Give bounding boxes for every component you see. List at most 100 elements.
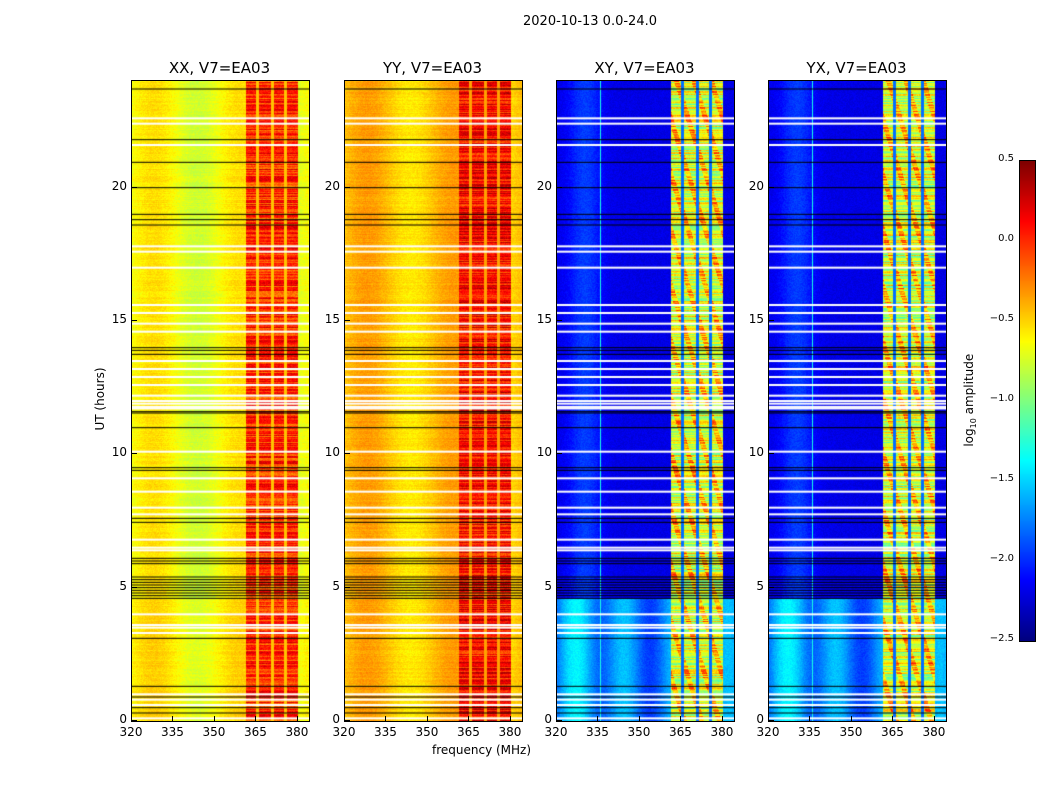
colorbar-tick-label: −1.5 — [989, 473, 1014, 484]
x-tick-label: 380 — [285, 725, 309, 739]
x-tick-mark — [680, 716, 682, 721]
x-tick-label: 350 — [202, 725, 226, 739]
y-tick-mark — [132, 320, 137, 321]
y-axis-label: UT (hours) — [93, 367, 107, 431]
x-tick-mark — [344, 716, 345, 721]
y-tick-label: 20 — [111, 178, 127, 193]
y-tick-mark — [132, 586, 137, 588]
y-tick-mark — [557, 320, 562, 321]
y-tick-label: 15 — [748, 312, 764, 326]
y-tick-mark — [345, 586, 350, 588]
y-tick-mark — [557, 453, 562, 455]
x-tick-label: 320 — [332, 725, 356, 739]
colorbar-tick-label: −1.0 — [989, 393, 1014, 404]
x-tick-label: 335 — [161, 725, 184, 739]
y-tick-label: 0 — [756, 712, 764, 726]
colorbar — [1019, 160, 1036, 642]
x-tick-label: 380 — [922, 725, 946, 739]
heatmap-yy — [344, 80, 523, 722]
y-tick-mark — [557, 186, 562, 188]
x-tick-mark — [768, 716, 769, 721]
colorbar-tick-label: −2.0 — [989, 553, 1014, 564]
colorbar-tick-label: −2.5 — [989, 633, 1014, 644]
y-tick-label: 10 — [111, 445, 127, 460]
y-tick-label: 10 — [536, 445, 552, 460]
x-tick-label: 350 — [415, 725, 439, 739]
y-tick-label: 15 — [111, 312, 127, 326]
panel-title: XY, V7=EA03 — [594, 59, 695, 77]
colorbar-tick-label: 0.0 — [998, 233, 1014, 244]
x-tick-label: 320 — [119, 725, 143, 739]
x-tick-label: 380 — [710, 725, 734, 739]
panel-title: YY, V7=EA03 — [382, 59, 483, 77]
colorbar-tick-label: −0.5 — [989, 313, 1014, 324]
x-tick-label: 335 — [586, 725, 609, 739]
colorbar-label: log10 amplitude — [961, 353, 979, 447]
x-tick-label: 320 — [544, 725, 568, 739]
x-tick-mark — [556, 716, 557, 721]
y-tick-label: 10 — [748, 445, 764, 460]
x-tick-label: 365 — [457, 725, 480, 739]
y-tick-mark — [132, 720, 137, 721]
x-tick-label: 320 — [756, 725, 780, 739]
figure-title: 2020-10-13 0.0-24.0 — [523, 14, 657, 29]
heatmap-yx — [768, 80, 947, 722]
y-tick-label: 10 — [324, 445, 340, 460]
heatmap-xy — [556, 80, 735, 722]
y-tick-mark — [769, 586, 774, 588]
x-tick-label: 380 — [498, 725, 522, 739]
x-tick-mark — [809, 716, 811, 721]
x-tick-mark — [385, 716, 387, 721]
x-tick-mark — [892, 716, 894, 721]
panel-title: YX, V7=EA03 — [806, 59, 907, 77]
x-axis-label: frequency (MHz) — [432, 743, 532, 757]
x-tick-mark — [933, 716, 935, 721]
x-tick-mark — [213, 716, 215, 721]
y-tick-mark — [769, 720, 774, 721]
x-tick-label: 335 — [798, 725, 821, 739]
y-tick-label: 20 — [748, 178, 764, 193]
heatmap-xx — [131, 80, 310, 722]
y-tick-mark — [769, 453, 774, 455]
x-tick-label: 350 — [839, 725, 863, 739]
x-tick-mark — [131, 716, 132, 721]
y-tick-mark — [132, 186, 137, 188]
x-tick-mark — [296, 716, 298, 721]
y-tick-label: 0 — [332, 712, 340, 726]
x-tick-mark — [426, 716, 428, 721]
x-tick-label: 365 — [669, 725, 692, 739]
y-tick-mark — [345, 720, 350, 721]
y-tick-mark — [557, 586, 562, 588]
x-tick-mark — [468, 716, 470, 721]
colorbar-tick-label: 0.5 — [998, 153, 1014, 164]
y-tick-label: 15 — [324, 312, 340, 326]
y-tick-mark — [769, 320, 774, 321]
y-tick-label: 5 — [332, 578, 340, 593]
y-tick-mark — [557, 720, 562, 721]
x-tick-mark — [850, 716, 852, 721]
x-tick-mark — [597, 716, 599, 721]
y-tick-label: 20 — [324, 178, 340, 193]
x-tick-mark — [638, 716, 640, 721]
y-tick-label: 5 — [544, 578, 552, 593]
y-tick-mark — [769, 186, 774, 188]
x-tick-label: 335 — [374, 725, 397, 739]
x-tick-mark — [721, 716, 723, 721]
x-tick-label: 365 — [244, 725, 267, 739]
x-tick-label: 350 — [627, 725, 651, 739]
y-tick-mark — [345, 320, 350, 321]
y-tick-mark — [132, 453, 137, 455]
y-tick-mark — [345, 186, 350, 188]
y-tick-label: 5 — [756, 578, 764, 593]
y-tick-label: 0 — [544, 712, 552, 726]
x-tick-label: 365 — [881, 725, 904, 739]
x-tick-mark — [509, 716, 511, 721]
y-tick-label: 15 — [536, 312, 552, 326]
y-tick-mark — [345, 453, 350, 455]
y-tick-label: 20 — [536, 178, 552, 193]
panel-title: XX, V7=EA03 — [168, 59, 271, 77]
y-tick-label: 0 — [119, 712, 127, 726]
x-tick-mark — [255, 716, 257, 721]
x-tick-mark — [172, 716, 174, 721]
